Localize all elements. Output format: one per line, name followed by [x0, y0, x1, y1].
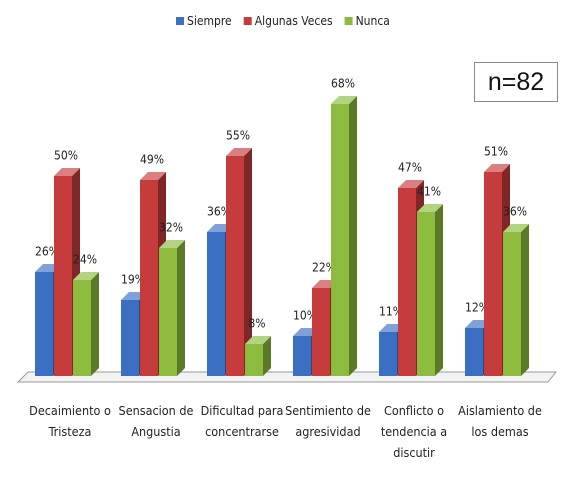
value-label: 41% — [417, 185, 441, 199]
bar-top — [245, 336, 271, 344]
annotation: n=82 — [474, 62, 558, 102]
bar — [331, 96, 357, 376]
bar-front — [207, 232, 225, 376]
bar-front — [312, 288, 330, 376]
bar-front — [331, 104, 349, 376]
value-label: 22% — [312, 261, 336, 275]
bar-side — [91, 272, 99, 376]
value-label: 49% — [140, 153, 164, 167]
x-tick-label: Sensacion de Angustia — [118, 403, 194, 439]
bar-front — [54, 176, 72, 376]
value-label: 26% — [35, 245, 59, 259]
x-tick-label: Decaimiento o Tristeza — [29, 403, 111, 439]
value-label: 36% — [207, 205, 231, 219]
x-tick-label: Aislamiento de los demas — [458, 403, 542, 439]
bar-top — [226, 148, 252, 156]
bar — [245, 336, 271, 376]
bar-front — [293, 336, 311, 376]
value-label: 19% — [121, 273, 145, 287]
bar-top — [140, 172, 166, 180]
bar-side — [349, 96, 357, 376]
bar-side — [244, 148, 252, 376]
legend-swatch — [243, 17, 252, 25]
bar-side — [435, 204, 443, 376]
bar-top — [417, 204, 443, 212]
bar-front — [465, 328, 483, 376]
legend-label: Nunca — [356, 14, 390, 28]
value-label: 11% — [379, 305, 403, 319]
value-label: 51% — [484, 145, 508, 159]
bar-top — [331, 96, 357, 104]
value-label: 68% — [331, 77, 355, 91]
value-label: 10% — [293, 309, 317, 323]
value-label: 12% — [465, 301, 489, 315]
bar-front — [503, 232, 521, 376]
value-label: 32% — [159, 221, 183, 235]
legend-label: Siempre — [187, 14, 232, 28]
bar-front — [417, 212, 435, 376]
bar-front — [140, 180, 158, 376]
x-tick-label: Dificultad para concentrarse — [200, 403, 284, 439]
legend-label: Algunas Veces — [255, 14, 333, 28]
value-label: 36% — [503, 205, 527, 219]
bar-front — [245, 344, 263, 376]
bar-top — [503, 224, 529, 232]
bar-front — [35, 272, 53, 376]
bar-front — [398, 188, 416, 376]
bar-front — [121, 300, 139, 376]
x-tick-label: Sentimiento de agresividad — [285, 403, 371, 439]
bar-top — [484, 164, 510, 172]
bar-top — [398, 180, 424, 188]
bar — [73, 272, 99, 376]
bar — [503, 224, 529, 376]
bar-top — [159, 240, 185, 248]
bar-top — [54, 168, 80, 176]
value-label: 47% — [398, 161, 422, 175]
value-label: 55% — [226, 129, 250, 143]
bar-side — [263, 336, 271, 376]
bar — [159, 240, 185, 376]
value-label: 50% — [54, 149, 78, 163]
bar-front — [226, 156, 244, 376]
bar-side — [177, 240, 185, 376]
bar — [226, 148, 252, 376]
bar-front — [379, 332, 397, 376]
bar-side — [521, 224, 529, 376]
bar-front — [484, 172, 502, 376]
value-label: 8% — [248, 317, 265, 331]
bar — [417, 204, 443, 376]
x-tick-label: Conflicto o tendencia a discutir — [380, 403, 448, 460]
legend-swatch — [176, 17, 184, 25]
value-label: 24% — [73, 253, 97, 267]
bar-top — [73, 272, 99, 280]
bar-front — [159, 248, 177, 376]
bar-front — [73, 280, 91, 376]
legend-swatch — [344, 17, 353, 25]
